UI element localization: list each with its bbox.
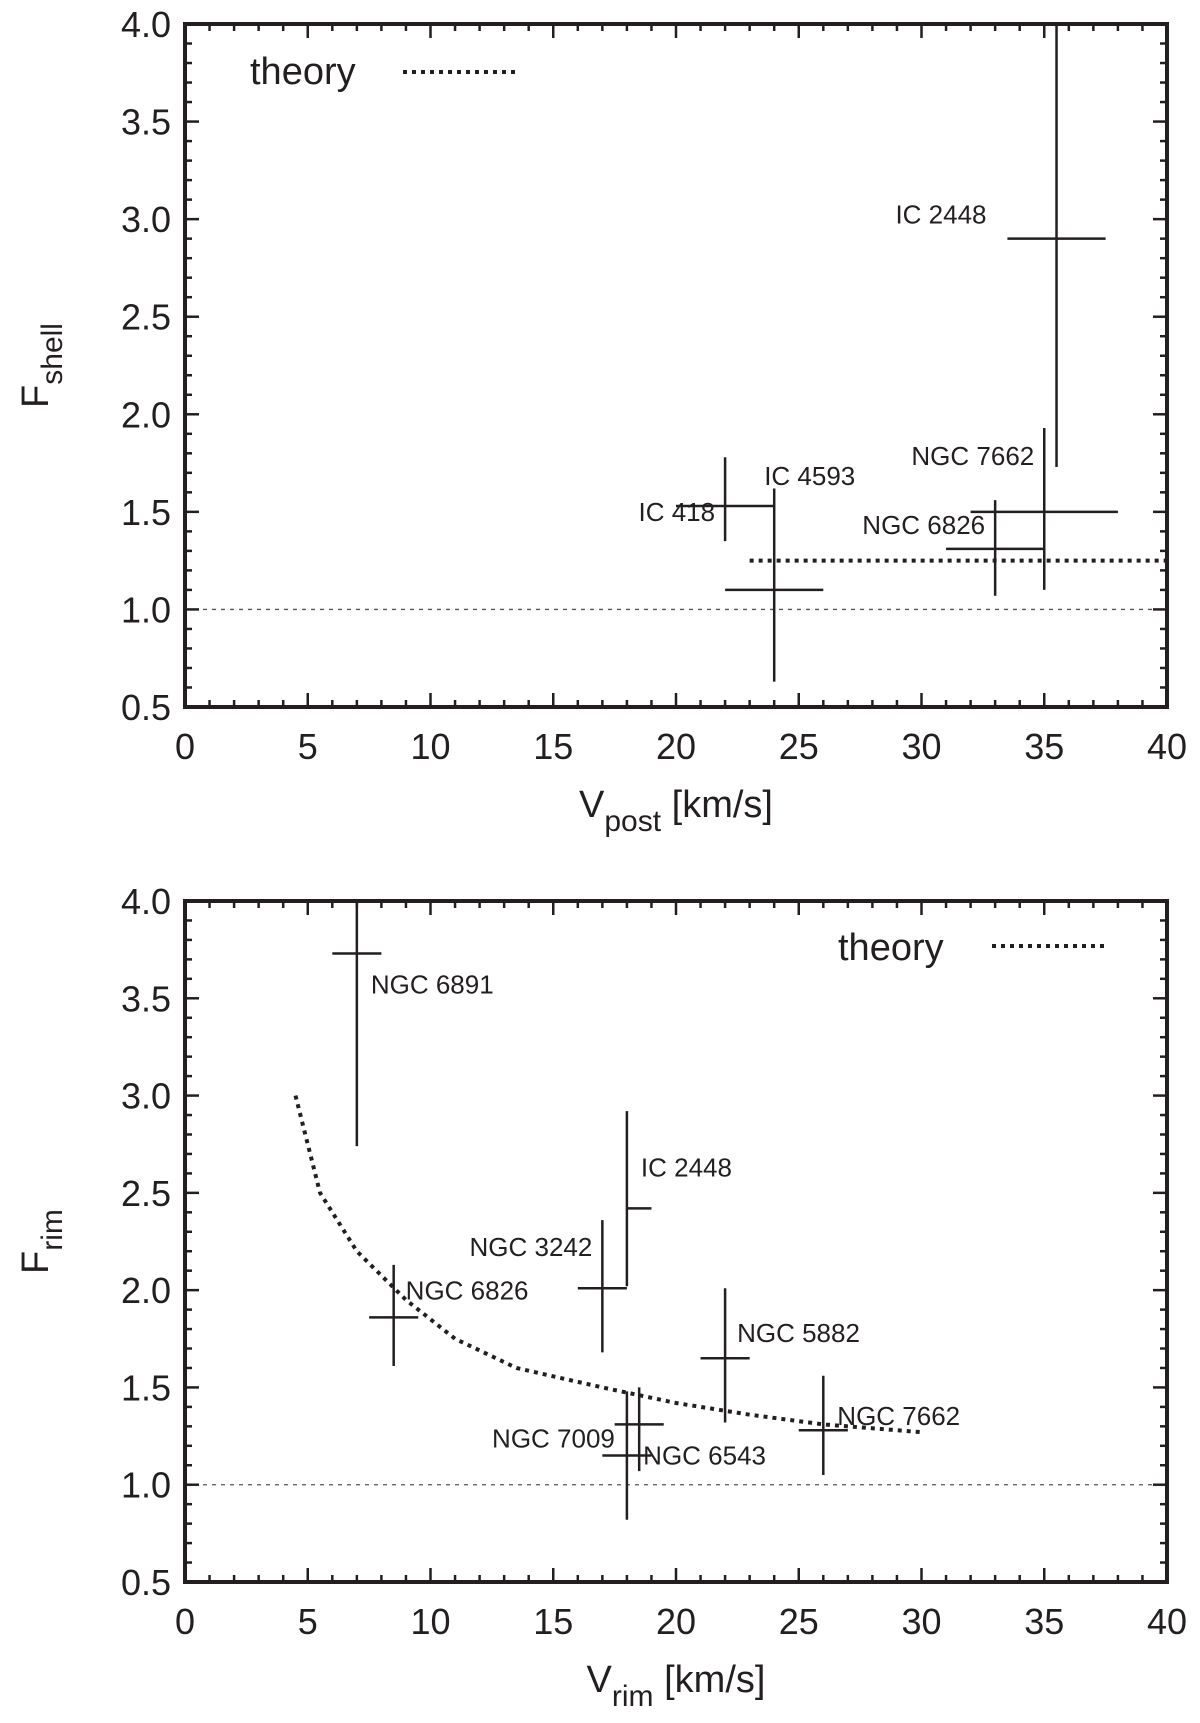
x-tick-label: 35 xyxy=(1024,1601,1064,1642)
x-tick-label: 0 xyxy=(175,726,195,767)
data-point: NGC 6826 xyxy=(369,1264,529,1367)
x-tick-label: 40 xyxy=(1147,726,1187,767)
point-label: NGC 6826 xyxy=(862,510,985,540)
x-tick-label: 35 xyxy=(1024,726,1064,767)
plot-frame xyxy=(183,899,1169,1584)
y-tick-label: 1.5 xyxy=(121,1367,171,1408)
y-tick-label: 3.0 xyxy=(121,1076,171,1117)
x-tick-label: 10 xyxy=(410,726,450,767)
legend-label: theory xyxy=(250,51,356,93)
point-label: IC 2448 xyxy=(895,200,986,230)
data-point: NGC 6891 xyxy=(332,901,494,1147)
x-tick-label: 25 xyxy=(779,1601,819,1642)
y-tick-label: 3.5 xyxy=(121,102,171,143)
y-tick-label: 0.5 xyxy=(121,1562,171,1603)
y-tick-label: 3.0 xyxy=(121,199,171,240)
y-axis-label: Fshell xyxy=(15,323,69,408)
y-tick-label: 1.0 xyxy=(121,1465,171,1506)
point-label: IC 418 xyxy=(638,497,715,527)
legend: theory xyxy=(838,927,1107,969)
y-tick-label: 2.5 xyxy=(121,297,171,338)
x-tick-label: 15 xyxy=(533,726,573,767)
x-tick-label: 25 xyxy=(779,726,819,767)
x-axis-label: Vpost [km/s] xyxy=(579,784,773,838)
data-point: NGC 7009 xyxy=(492,1391,652,1520)
point-label: NGC 5882 xyxy=(737,1318,860,1348)
y-tick-label: 2.0 xyxy=(121,394,171,435)
data-point: IC 418 xyxy=(638,457,775,542)
x-tick-label: 5 xyxy=(298,1601,318,1642)
x-tick-label: 30 xyxy=(901,726,941,767)
legend-label: theory xyxy=(838,927,944,969)
data-point: NGC 5882 xyxy=(700,1288,860,1423)
point-label: NGC 7662 xyxy=(837,1401,960,1431)
point-label: IC 4593 xyxy=(764,461,855,491)
theory-line xyxy=(293,1095,922,1435)
data-point: IC 2448 xyxy=(895,24,1106,467)
y-tick-label: 1.5 xyxy=(121,492,171,533)
data-point: NGC 7662 xyxy=(798,1375,960,1475)
y-tick-label: 1.0 xyxy=(121,589,171,630)
plot-frame xyxy=(183,22,1169,709)
data-point: NGC 3242 xyxy=(470,1220,627,1353)
data-point: NGC 6543 xyxy=(614,1387,766,1472)
x-tick-label: 10 xyxy=(410,1601,450,1642)
data-point: IC 4593 xyxy=(725,461,855,682)
chart-panel-2: 0 5 10 15 20 25 30 35 40 0.5 1.0 1.5 2.0 2.5 3.0 3.5 4.0… xyxy=(15,881,1187,1713)
x-axis-label: Vrim [km/s] xyxy=(587,1659,766,1713)
x-tick-label: 20 xyxy=(656,1601,696,1642)
point-label: NGC 6826 xyxy=(406,1275,529,1305)
x-tick-label: 5 xyxy=(298,726,318,767)
data-point: NGC 6826 xyxy=(862,500,1045,596)
x-tick-label: 40 xyxy=(1147,1601,1187,1642)
x-tick-label: 20 xyxy=(656,726,696,767)
data-point: IC 2448 xyxy=(625,1111,732,1287)
point-label: NGC 7662 xyxy=(911,441,1034,471)
point-label: NGC 7009 xyxy=(492,1424,615,1454)
x-tick-label: 0 xyxy=(175,1601,195,1642)
x-tick-label: 15 xyxy=(533,1601,573,1642)
point-label: NGC 6891 xyxy=(371,970,494,1000)
legend: theory xyxy=(250,51,518,93)
data-point: NGC 7662 xyxy=(911,427,1118,590)
point-label: IC 2448 xyxy=(641,1152,732,1182)
y-tick-label: 2.0 xyxy=(121,1270,171,1311)
y-tick-label: 0.5 xyxy=(121,687,171,728)
y-tick-label: 3.5 xyxy=(121,978,171,1019)
y-tick-label: 4.0 xyxy=(121,881,171,922)
point-label: NGC 3242 xyxy=(470,1232,593,1262)
y-axis-label: Frim xyxy=(15,1209,69,1274)
point-label: NGC 6543 xyxy=(643,1440,766,1470)
y-tick-label: 4.0 xyxy=(121,4,171,45)
y-tick-label: 2.5 xyxy=(121,1173,171,1214)
x-tick-label: 30 xyxy=(901,1601,941,1642)
chart-panel-1: 0 5 10 15 20 25 30 35 40 0.5 1.0 1.5 2.0 2.5 3.0 3.5 4.0… xyxy=(15,4,1187,838)
